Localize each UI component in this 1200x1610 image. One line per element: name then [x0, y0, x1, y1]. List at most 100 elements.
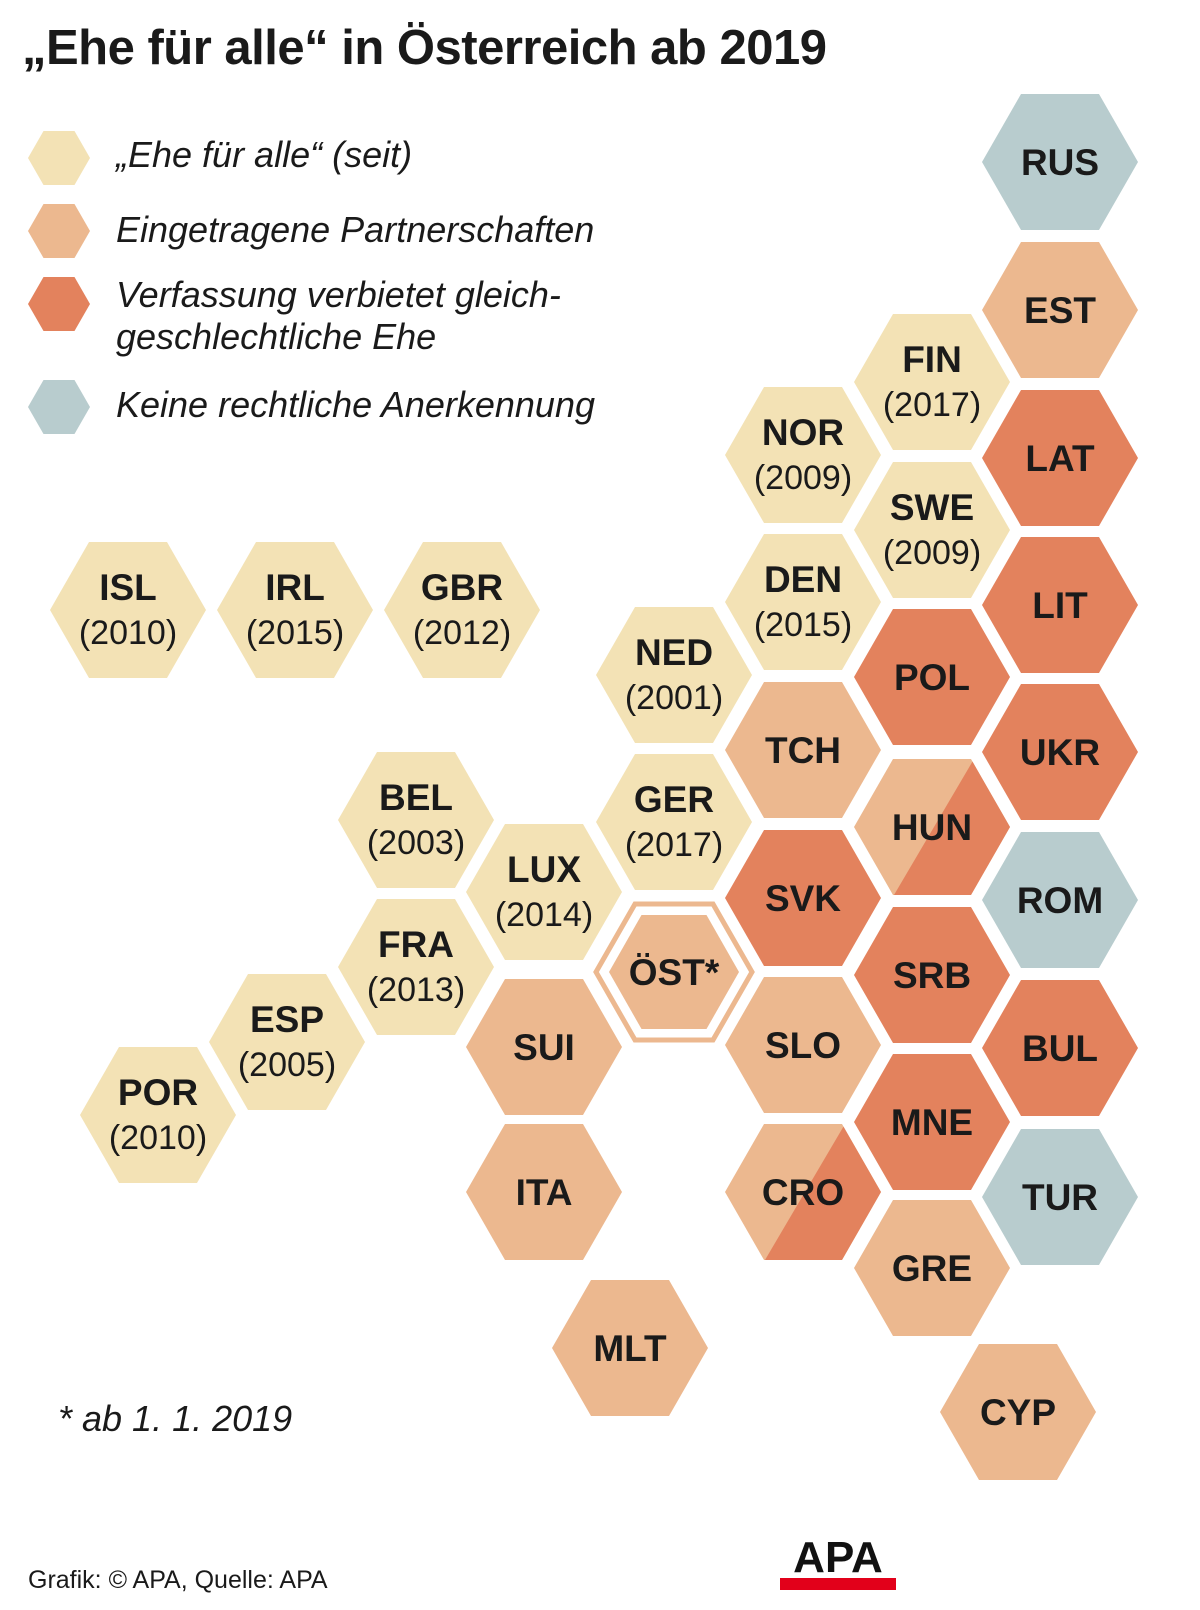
country-hex-ger: GER (2017) — [596, 754, 752, 890]
country-code: MLT — [593, 1328, 667, 1369]
country-code: UKR — [1020, 732, 1100, 773]
country-year: (2017) — [883, 386, 981, 424]
country-code: GER — [634, 779, 714, 820]
apa-logo-bar — [780, 1578, 896, 1590]
legend: „Ehe für alle“ (seit) Eingetragene Partn… — [28, 128, 728, 448]
country-year: (2009) — [883, 534, 981, 572]
country-code: CRO — [762, 1172, 844, 1213]
country-code: HUN — [892, 807, 972, 848]
country-code: ÖST* — [629, 952, 720, 993]
legend-swatch-banned — [28, 277, 90, 331]
country-code: POL — [894, 657, 970, 698]
legend-swatch-marriage — [28, 131, 90, 185]
hex-shape — [854, 907, 1010, 1043]
hex-shape — [854, 1200, 1010, 1336]
source-credit: Grafik: © APA, Quelle: APA — [28, 1566, 328, 1594]
country-hex-slo: SLO — [725, 977, 881, 1113]
country-hex-por: POR (2010) — [80, 1047, 236, 1183]
hex-shape — [982, 390, 1138, 526]
country-year: (2017) — [625, 826, 723, 864]
country-code: DEN — [764, 559, 842, 600]
country-code: MNE — [891, 1102, 973, 1143]
legend-label-marriage: „Ehe für alle“ (seit) — [116, 134, 413, 175]
hex-shape — [209, 974, 365, 1110]
country-hex-mne: MNE — [854, 1054, 1010, 1190]
hex-shape — [50, 542, 206, 678]
country-code: TUR — [1022, 1177, 1098, 1218]
hex-shape — [982, 832, 1138, 968]
country-code: SRB — [893, 955, 971, 996]
country-hex-cyp: CYP — [940, 1344, 1096, 1480]
country-code: BEL — [379, 777, 453, 818]
hex-shape — [982, 94, 1138, 230]
country-hex-bel: BEL (2003) — [338, 752, 494, 888]
country-code: LAT — [1025, 438, 1095, 479]
country-year: (2005) — [238, 1046, 336, 1084]
hex-shape — [466, 979, 622, 1115]
country-code: SUI — [513, 1027, 575, 1068]
country-hex-ukr: UKR — [982, 684, 1138, 820]
country-code: GBR — [421, 567, 503, 608]
country-year: (2010) — [109, 1119, 207, 1157]
country-hex-rus: RUS — [982, 94, 1138, 230]
country-code: FRA — [378, 924, 454, 965]
country-code: IRL — [265, 567, 325, 608]
country-year: (2013) — [367, 971, 465, 1009]
hex-shape — [940, 1344, 1096, 1480]
hex-shape — [725, 977, 881, 1113]
country-hex-mlt: MLT — [552, 1280, 708, 1416]
country-hex-fin: FIN (2017) — [854, 314, 1010, 450]
legend-label-banned-line2: geschlechtliche Ehe — [116, 316, 437, 357]
country-hex-lit: LIT — [982, 537, 1138, 673]
hex-shape — [552, 1280, 708, 1416]
country-hex-hun: HUN — [854, 759, 1010, 895]
country-hex-tur: TUR — [982, 1129, 1138, 1265]
country-code: NED — [635, 632, 713, 673]
country-code: EST — [1024, 290, 1096, 331]
country-code: LIT — [1032, 585, 1088, 626]
hex-shape — [80, 1047, 236, 1183]
country-hex-ned: NED (2001) — [596, 607, 752, 743]
legend-label-banned-line1: Verfassung verbietet gleich- — [116, 274, 561, 315]
legend-label-none: Keine rechtliche Anerkennung — [116, 384, 595, 425]
legend-swatch-partnership — [28, 204, 90, 258]
legend-label-partnership: Eingetragene Partnerschaften — [116, 209, 595, 250]
country-hex-svk: SVK — [725, 830, 881, 966]
country-hex-sui: SUI — [466, 979, 622, 1115]
hex-shape — [982, 1129, 1138, 1265]
country-code: SVK — [765, 878, 841, 919]
hex-shape — [596, 754, 752, 890]
hex-shape-split — [765, 1124, 881, 1260]
hex-shape — [854, 314, 1010, 450]
country-hex-isl: ISL (2010) — [50, 542, 206, 678]
country-year: (2014) — [495, 896, 593, 934]
country-hex-den: DEN (2015) — [725, 534, 881, 670]
country-year: (2009) — [754, 459, 852, 497]
country-hex-pol: POL — [854, 609, 1010, 745]
country-code: NOR — [762, 412, 844, 453]
country-code: RUS — [1021, 142, 1099, 183]
country-hex-gre: GRE — [854, 1200, 1010, 1336]
country-hex-bul: BUL — [982, 980, 1138, 1116]
country-year: (2001) — [625, 679, 723, 717]
footnote: * ab 1. 1. 2019 — [58, 1398, 293, 1439]
country-hex-irl: IRL (2015) — [217, 542, 373, 678]
hex-shape — [217, 542, 373, 678]
hex-shape — [338, 899, 494, 1035]
country-year: (2003) — [367, 824, 465, 862]
country-code: ISL — [99, 567, 157, 608]
hex-shape-split — [894, 759, 1010, 895]
hex-shape — [466, 824, 622, 960]
country-code: POR — [118, 1072, 198, 1113]
country-hex-tch: TCH — [725, 682, 881, 818]
country-hex-lat: LAT — [982, 390, 1138, 526]
map-title: „Ehe für alle“ in Österreich ab 2019 — [22, 21, 827, 75]
hex-shape — [725, 534, 881, 670]
country-code: SWE — [890, 487, 974, 528]
hex-shape — [854, 609, 1010, 745]
hex-shape — [384, 542, 540, 678]
country-hex-fra: FRA (2013) — [338, 899, 494, 1035]
hex-shape — [854, 462, 1010, 598]
country-hex-srb: SRB — [854, 907, 1010, 1043]
hex-shape — [466, 1124, 622, 1260]
